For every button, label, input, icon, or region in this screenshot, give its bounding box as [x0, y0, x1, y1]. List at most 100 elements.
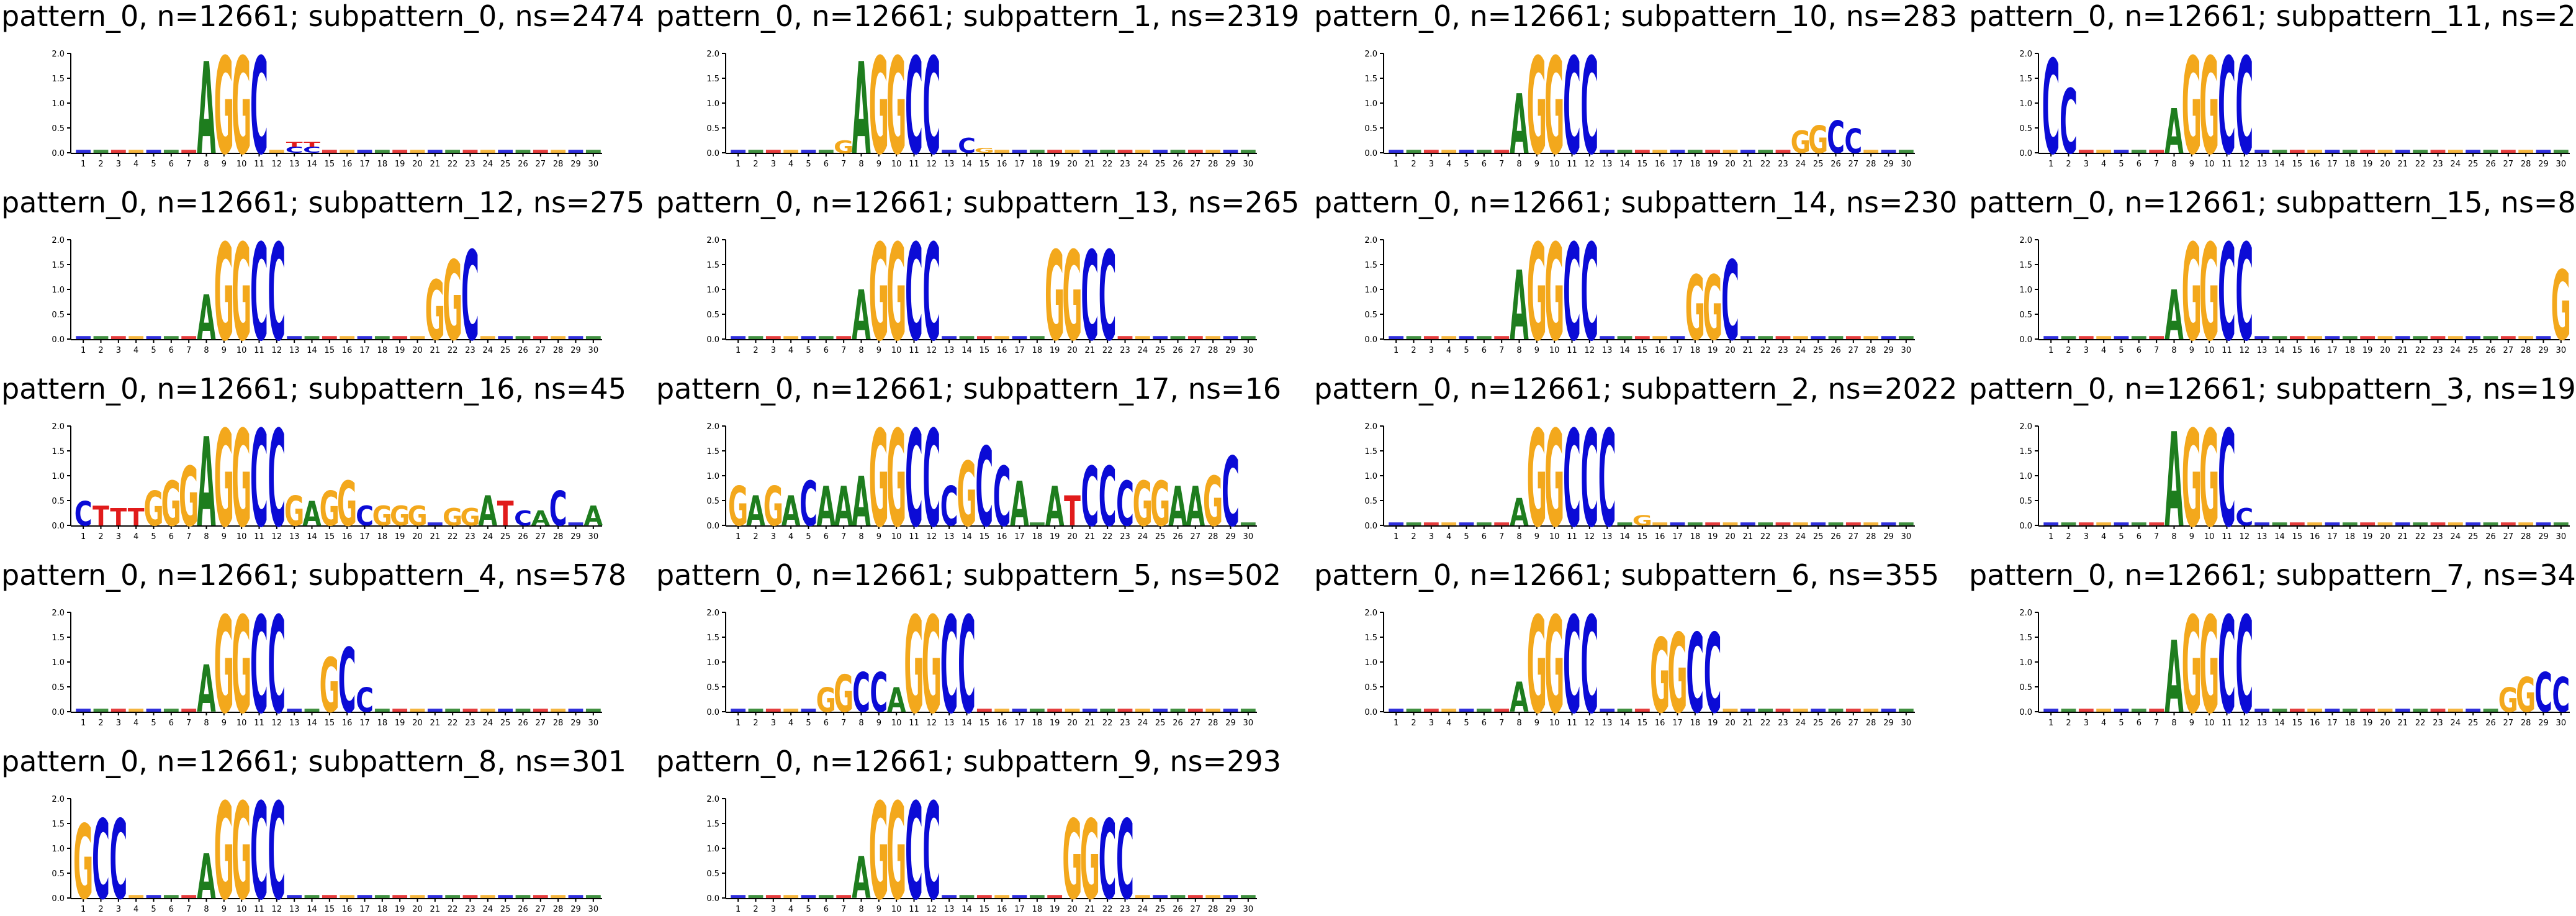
x-tick-label: 13	[2257, 346, 2268, 355]
y-tick-label: 0.0	[706, 335, 719, 345]
background-letter	[1740, 522, 1755, 525]
x-tick-label: 2	[1411, 346, 1416, 355]
x-tick-label: 15	[1637, 346, 1648, 355]
x-tick-label: 2	[753, 905, 758, 913]
x-tick-label: 30	[588, 719, 599, 728]
x-tick-label: 8	[2171, 532, 2176, 542]
y-tick-label: 1.0	[52, 286, 65, 295]
logo-letter-C: C	[2218, 217, 2236, 371]
background-letter	[585, 895, 601, 898]
x-tick-label: 15	[1637, 532, 1648, 542]
x-tick-label: 5	[1464, 160, 1469, 169]
background-letter	[836, 336, 852, 339]
logo-letter-A: A	[852, 845, 870, 912]
x-tick-label: 9	[876, 532, 881, 542]
logo-letter-A: A	[479, 487, 498, 535]
y-tick-label: 0.5	[706, 124, 719, 134]
background-letter	[1459, 150, 1474, 153]
panel-title: pattern_0, n=12661; subpattern_10, ns=28…	[1314, 0, 1957, 33]
logo-letter-G: G	[232, 776, 251, 913]
background-letter	[1670, 150, 1685, 153]
background-letter	[748, 895, 763, 898]
background-letter	[427, 709, 443, 712]
background-letter	[1082, 150, 1097, 153]
x-tick-label: 10	[236, 532, 247, 542]
background-letter	[76, 336, 91, 339]
x-tick-label: 10	[236, 160, 247, 169]
x-tick-label: 7	[186, 532, 191, 542]
logo-letter-G: G	[320, 482, 340, 537]
y-tick-label: 0.5	[706, 311, 719, 320]
logo-letter-T: T	[110, 504, 127, 531]
background-letter	[1117, 709, 1133, 712]
background-letter	[2325, 709, 2340, 712]
background-letter	[1406, 522, 1421, 525]
logo-letter-C: C	[905, 217, 923, 371]
logo-letter-C: C	[250, 403, 268, 558]
background-letter	[163, 709, 179, 712]
x-tick-label: 21	[1085, 160, 1096, 169]
y-tick-label: 2.0	[52, 50, 65, 59]
background-letter	[1634, 709, 1650, 712]
logo-letter-G: G	[161, 468, 181, 540]
background-letter	[731, 709, 746, 712]
x-tick-label: 16	[1655, 719, 1665, 728]
logo-letter-G: G	[886, 217, 906, 371]
x-tick-label: 24	[483, 905, 493, 913]
x-tick-label: 20	[1067, 532, 1078, 542]
x-tick-label: 3	[771, 346, 776, 355]
x-tick-label: 7	[841, 905, 846, 913]
x-tick-label: 30	[1901, 160, 1912, 169]
x-tick-label: 26	[518, 719, 528, 728]
y-tick-label: 1.5	[706, 820, 719, 829]
background-letter	[357, 895, 372, 898]
logo-letter-T: T	[92, 500, 109, 532]
x-tick-label: 17	[1672, 532, 1683, 542]
background-letter	[1811, 709, 1826, 712]
logo-letter-C: C	[1116, 468, 1134, 540]
background-letter	[2114, 522, 2129, 525]
background-letter	[1170, 150, 1186, 153]
logo-letter-G: G	[443, 238, 462, 365]
x-tick-label: 25	[1155, 346, 1166, 355]
x-tick-label: 29	[1883, 532, 1894, 542]
background-letter	[1494, 522, 1510, 525]
background-letter	[836, 895, 852, 898]
background-letter	[2061, 709, 2076, 712]
logo-letter-A: A	[852, 277, 871, 355]
x-tick-label: 20	[1725, 160, 1736, 169]
background-letter	[1170, 895, 1186, 898]
logo-letter-G: G	[869, 776, 889, 913]
background-letter	[304, 336, 320, 339]
logo-letter-A: A	[197, 651, 216, 727]
x-tick-label: 22	[1760, 532, 1771, 542]
background-letter	[1170, 709, 1186, 712]
x-tick-label: 2	[98, 532, 103, 542]
x-tick-label: 25	[2468, 719, 2479, 728]
background-letter	[765, 709, 781, 712]
background-letter	[1423, 150, 1439, 153]
background-letter	[533, 709, 548, 712]
x-tick-label: 14	[2274, 719, 2285, 728]
x-tick-label: 6	[2137, 532, 2141, 542]
logo-letter-C: C	[1704, 610, 1722, 737]
logo-letter-G: G	[2199, 589, 2219, 744]
background-letter	[1240, 150, 1256, 153]
x-tick-label: 14	[2274, 346, 2285, 355]
logo-letter-G: G	[2182, 403, 2202, 558]
logo-letter-A: A	[2164, 277, 2184, 355]
y-tick-label: 1.0	[2019, 99, 2032, 109]
y-tick-label: 1.0	[2019, 472, 2032, 481]
logo-letter-A: A	[1510, 492, 1529, 535]
x-tick-label: 8	[2171, 719, 2176, 728]
background-letter	[1389, 522, 1404, 525]
background-letter	[1187, 336, 1203, 339]
background-letter	[1793, 522, 1808, 525]
logo-letter-A: A	[1010, 468, 1029, 540]
background-letter	[1476, 150, 1492, 153]
x-tick-label: 12	[1585, 719, 1595, 728]
background-letter	[801, 336, 816, 339]
background-letter	[1845, 709, 1861, 712]
logo-letter-T: T	[304, 140, 320, 148]
x-tick-label: 16	[342, 346, 353, 355]
